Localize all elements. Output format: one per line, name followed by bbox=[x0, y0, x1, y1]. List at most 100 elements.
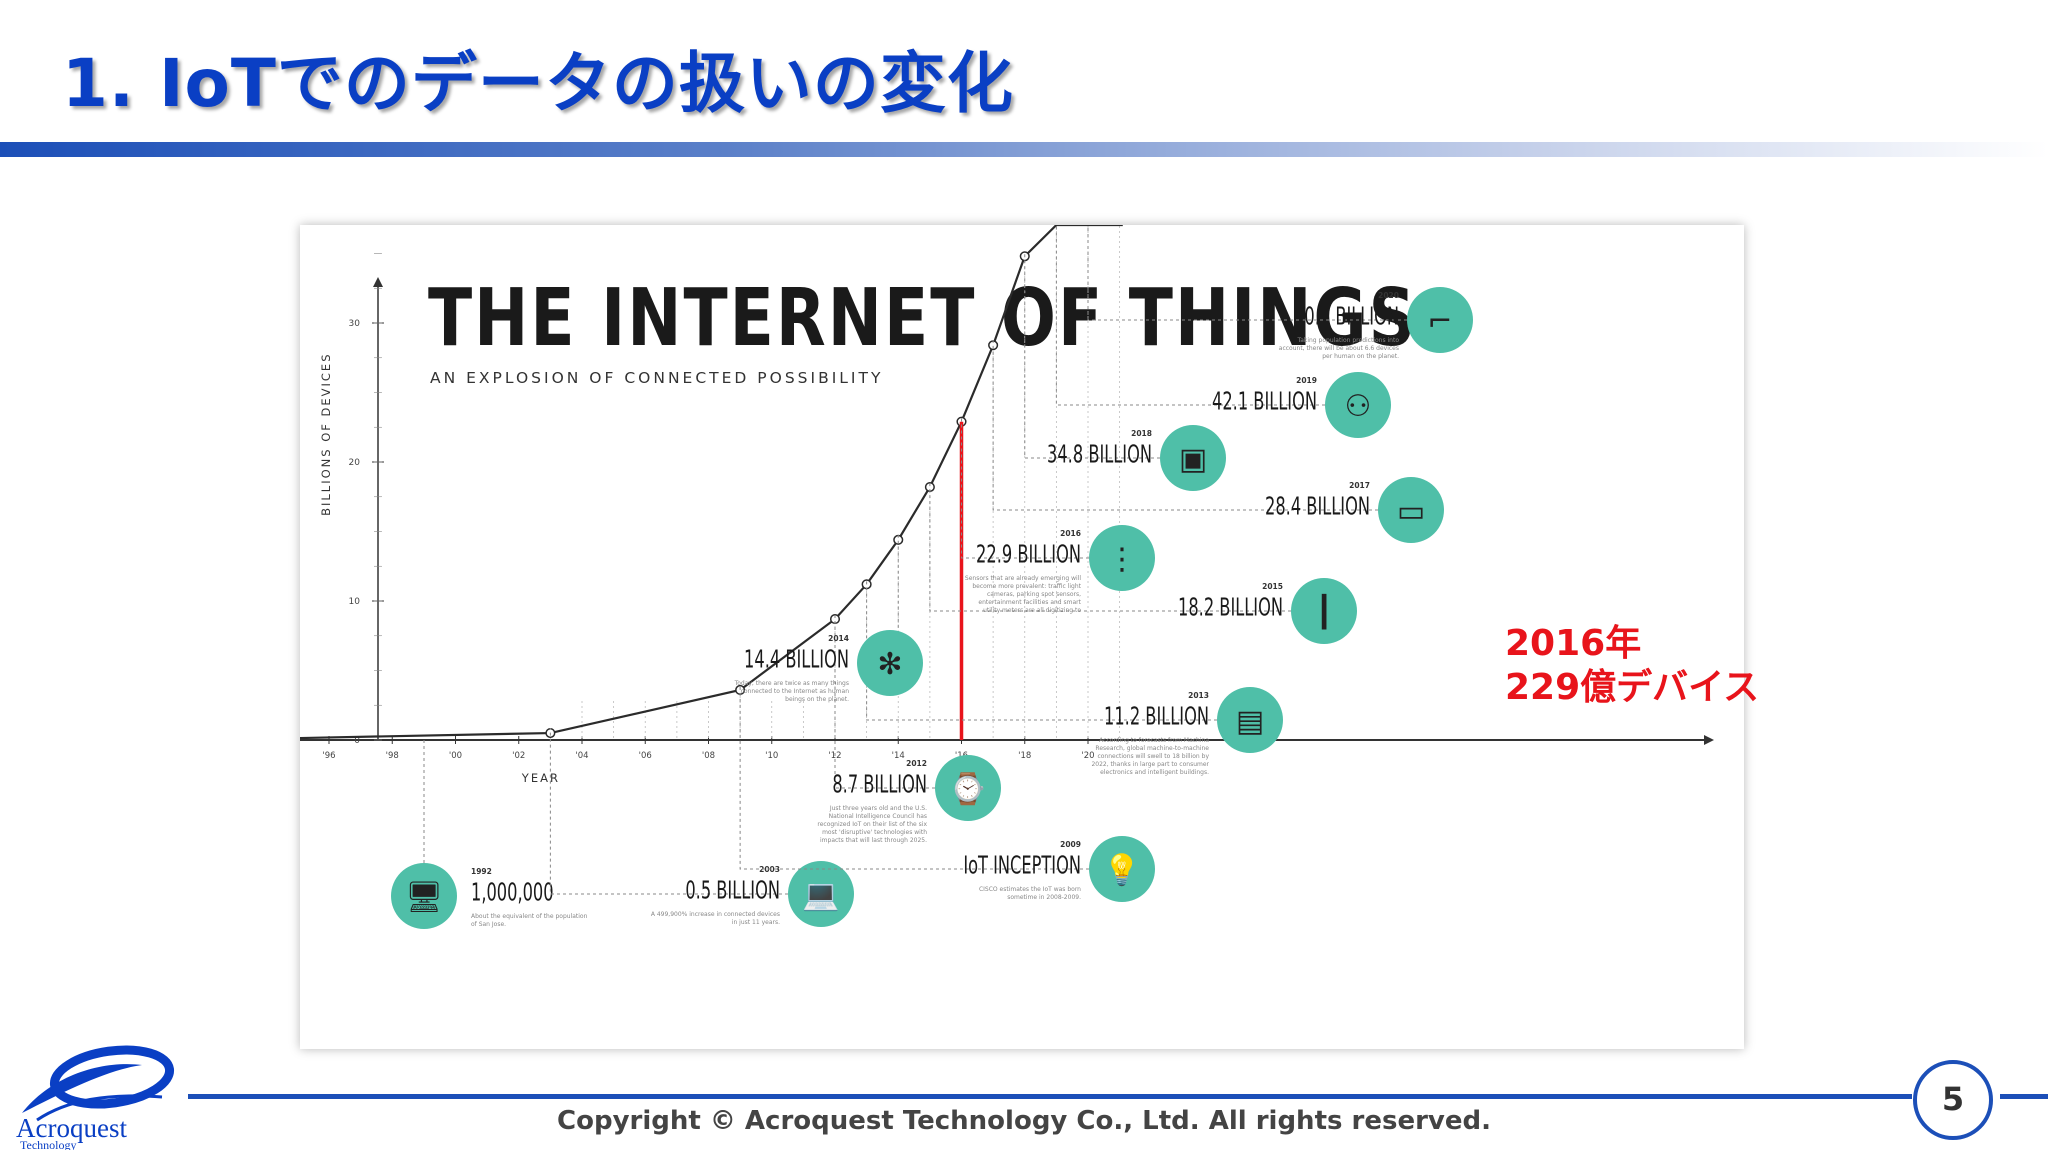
callout-description: CISCO estimates the IoT was born bbox=[979, 886, 1081, 893]
annotation-year: 2016年 bbox=[1505, 623, 1642, 664]
oven-icon-glyph: ▤ bbox=[1236, 704, 1264, 739]
callout-year: 2019 bbox=[1296, 376, 1317, 385]
y-axis-label: BILLIONS OF DEVICES bbox=[319, 352, 333, 515]
callout-description: National Intelligence Council has bbox=[829, 813, 927, 820]
x-tick-label: '14 bbox=[892, 751, 905, 761]
callout-value: 28.4 BILLION bbox=[1265, 493, 1370, 522]
callout-connector bbox=[1087, 225, 1473, 321]
appliances-icon bbox=[935, 755, 1001, 821]
chart-title: THE INTERNET OF THINGS bbox=[428, 272, 1417, 364]
x-tick-label: '98 bbox=[386, 751, 399, 761]
chart-subtitle: AN EXPLOSION OF CONNECTED POSSIBILITY bbox=[430, 369, 883, 387]
page-number: 5 bbox=[1913, 1060, 1993, 1140]
callout-description: Today, there are twice as many things bbox=[734, 680, 849, 687]
callout-value: 8.7 BILLION bbox=[832, 771, 927, 800]
callout-description: About the equivalent of the population bbox=[471, 913, 588, 920]
oven-icon bbox=[1217, 687, 1283, 753]
callout-description: per human on the planet. bbox=[1322, 353, 1399, 360]
logo-subtext: Technology bbox=[20, 1138, 76, 1150]
window-icon-glyph: ▭ bbox=[1397, 494, 1425, 529]
callout-year: 1992 bbox=[471, 867, 492, 876]
x-tick-label: '20 bbox=[1081, 751, 1094, 761]
callout-connector bbox=[1024, 251, 1226, 459]
wind-turbine-icon-glyph: ✻ bbox=[877, 647, 902, 682]
door-handle-icon bbox=[1407, 287, 1473, 353]
callout-connector bbox=[1055, 225, 1391, 406]
footer-line bbox=[188, 1094, 1912, 1099]
callout-description: electronics and intelligent buildings. bbox=[1100, 769, 1209, 776]
callout-year: 2016 bbox=[1060, 529, 1081, 538]
window-icon bbox=[1378, 477, 1444, 543]
callout-description: connections will swell to 18 billion by bbox=[1097, 753, 1209, 760]
callout-description: Sensors that are already emerging will bbox=[965, 575, 1081, 582]
x-axis-arrow bbox=[1704, 735, 1714, 745]
y-tick-label: 20 bbox=[349, 458, 361, 468]
toothbrush-icon bbox=[1291, 578, 1357, 644]
callout-value: 34.8 BILLION bbox=[1047, 441, 1152, 470]
callout-description: recognized IoT on their list of the six bbox=[817, 821, 927, 828]
callout-year: 2015 bbox=[1262, 582, 1283, 591]
callout-connector bbox=[866, 579, 1283, 721]
copyright-text: Copyright © Acroquest Technology Co., Lt… bbox=[557, 1106, 1491, 1136]
callout-year: 2009 bbox=[1060, 840, 1081, 849]
x-tick-label: '96 bbox=[322, 751, 335, 761]
callout-description: in just 11 years. bbox=[732, 919, 780, 926]
title-underline-bar bbox=[0, 142, 2048, 157]
outlet-icon-glyph: ⚇ bbox=[1345, 389, 1372, 424]
callout-value: 0.5 BILLION bbox=[685, 877, 780, 906]
x-tick-label: '10 bbox=[765, 751, 778, 761]
callout-connector bbox=[549, 728, 854, 895]
traffic-light-icon-glyph: ⋮ bbox=[1107, 542, 1137, 577]
callout-description: Research, global machine-to-machine bbox=[1095, 745, 1209, 752]
callout-connector bbox=[992, 340, 1444, 511]
iot-chart: THE INTERNET OF THINGS AN EXPLOSION OF CO… bbox=[300, 225, 1714, 929]
thermostat-icon-glyph: ▣ bbox=[1179, 442, 1207, 477]
x-tick-label: '02 bbox=[512, 751, 525, 761]
callout-connector bbox=[961, 416, 1155, 559]
y-axis-arrow bbox=[373, 277, 383, 287]
y-tick-label: 30 bbox=[349, 319, 361, 329]
callout-description: cameras, parking spot sensors, bbox=[987, 591, 1081, 598]
laptop-icon-glyph: 💻 bbox=[802, 878, 839, 913]
x-tick-label: '08 bbox=[702, 751, 715, 761]
wind-turbine-icon bbox=[857, 630, 923, 696]
annotation-devices: 229億デバイス bbox=[1505, 667, 1760, 708]
callout-connector bbox=[929, 482, 1357, 612]
data-series-line bbox=[300, 225, 1123, 740]
logo-text: Acroquest bbox=[16, 1113, 127, 1143]
x-axis-label: YEAR bbox=[521, 771, 560, 785]
callout-description: According to forecasts from Machina bbox=[1099, 737, 1209, 744]
callout-year: 2014 bbox=[828, 634, 849, 643]
callout-year: 2018 bbox=[1131, 429, 1152, 438]
computer-icon bbox=[391, 863, 457, 929]
acroquest-logo: Acroquest Technology bbox=[16, 1045, 175, 1150]
callout-value: 1,000,000 bbox=[471, 879, 554, 908]
lightbulb-icon bbox=[1089, 836, 1155, 902]
callout-description: sometime in 2008-2009. bbox=[1007, 894, 1081, 901]
callout-year: 2017 bbox=[1349, 481, 1370, 490]
callout-value: 22.9 BILLION bbox=[976, 541, 1081, 570]
callout-year: 2020 bbox=[1378, 291, 1399, 300]
y-tick-label: 10 bbox=[349, 597, 361, 607]
callout-description: A 499,900% increase in connected devices bbox=[651, 911, 780, 918]
x-tick-label: '04 bbox=[575, 751, 588, 761]
callout-description: beings on the planet. bbox=[785, 696, 849, 703]
callout-description: Just three years old and the U.S. bbox=[829, 805, 927, 812]
callout-description: most 'disruptive' technologies with bbox=[822, 829, 927, 836]
slide-title: 1. IoTでのデータの扱いの変化 bbox=[62, 45, 1014, 122]
callout-description: become more prevalent: traffic light bbox=[972, 583, 1081, 590]
callout-description: connected to the Internet as human bbox=[741, 688, 850, 695]
callout-connector bbox=[739, 684, 1155, 870]
appliances-icon-glyph: ⌚ bbox=[949, 771, 986, 807]
traffic-light-icon bbox=[1089, 525, 1155, 591]
footer-line-right bbox=[2000, 1094, 2048, 1099]
callout-description: account, there will be about 6.6 devices bbox=[1279, 345, 1399, 352]
callout-value: 42.1 BILLION bbox=[1212, 388, 1317, 417]
highlight-annotation: 2016年 229億デバイス bbox=[1505, 622, 1759, 710]
outlet-icon bbox=[1325, 372, 1391, 438]
computer-icon-glyph: 🖥 bbox=[405, 880, 443, 915]
callout-value: 11.2 BILLION bbox=[1104, 703, 1209, 732]
callout-description: Taking population predictions into bbox=[1297, 337, 1400, 344]
y-tick-label: 0 bbox=[354, 736, 360, 746]
callout-value: IoT INCEPTION bbox=[963, 852, 1081, 881]
